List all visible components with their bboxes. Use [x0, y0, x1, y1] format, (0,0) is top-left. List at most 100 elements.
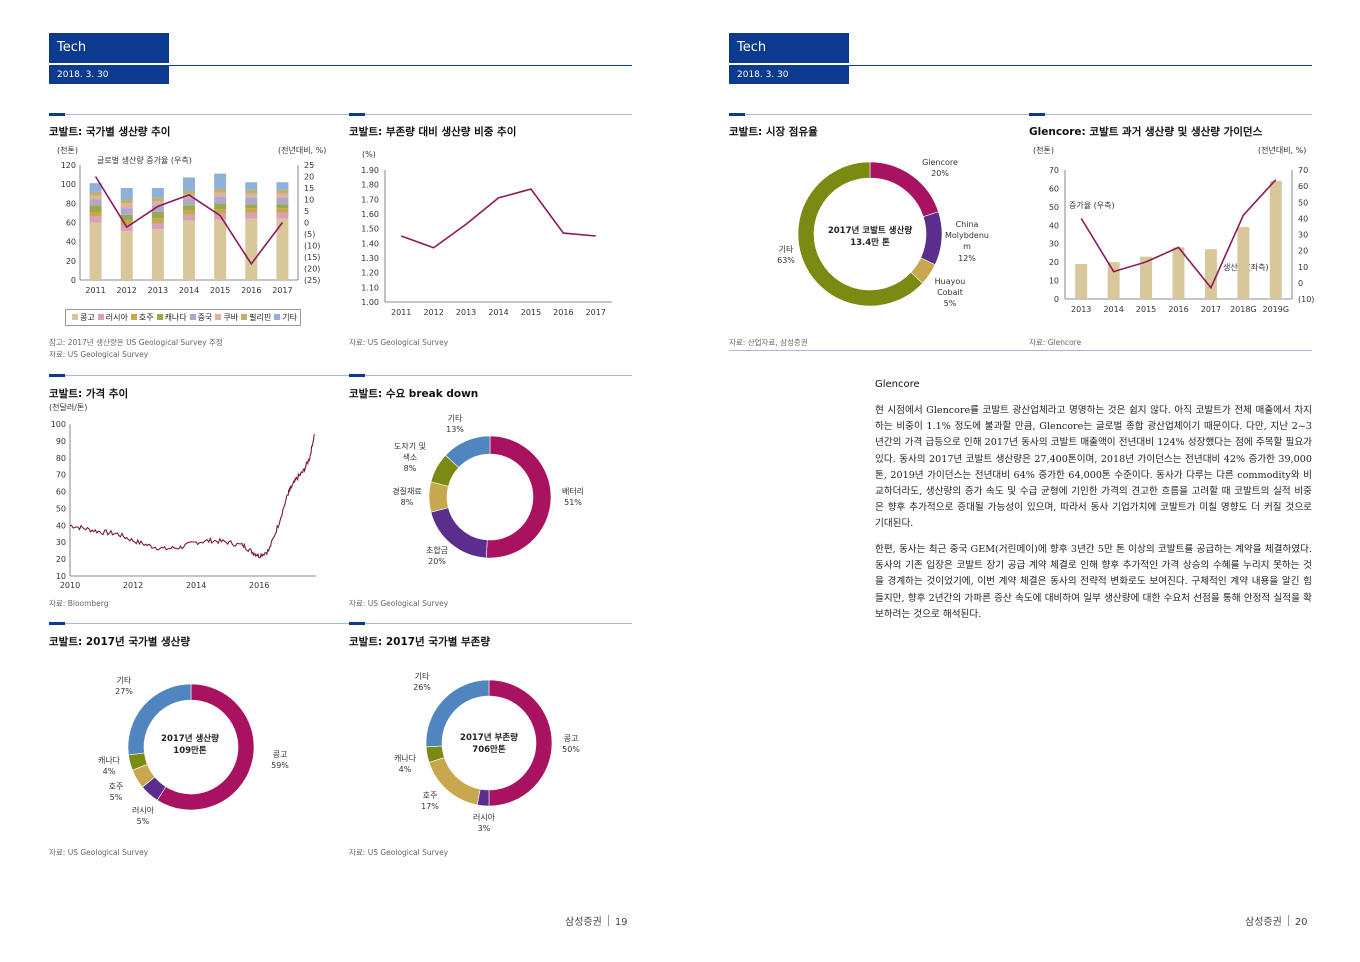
ratio-line [400, 188, 596, 249]
slice-label-huayou: Huayou Cobalt 5% [928, 276, 972, 310]
legend-swatch [130, 314, 137, 320]
legend-label: 중국 [197, 313, 213, 322]
y-tick-label: 0 [1054, 295, 1059, 304]
brand-name: 삼성증권 [1245, 917, 1282, 928]
y2-tick-label: (15) [304, 253, 320, 262]
divider [49, 623, 632, 624]
slice-label-canada: 캐나다 4% [390, 753, 420, 775]
axis-unit-left: (천톤) [1033, 146, 1054, 155]
bar-기타 [120, 188, 133, 200]
y2-tick-label: 20 [1298, 247, 1308, 256]
bar-콩고 [183, 220, 195, 280]
legend-label: 러시아 [105, 313, 128, 322]
article-paragraph-2: 한편, 동사는 최근 중국 GEM(거린메이)에 향후 3년간 5만 톤 이상의… [875, 544, 1312, 620]
slice-label-other: 기타 13% [440, 413, 470, 435]
label-name: 캐나다 [97, 756, 121, 765]
bar-호주 [183, 210, 195, 215]
y-tick-label: 70 [56, 471, 66, 480]
y-tick-label: 1.20 [361, 269, 379, 278]
donut-center: 2017년 생산량 109만톤 [150, 734, 230, 758]
legend-swatch [241, 314, 248, 320]
divider-mark [49, 622, 65, 625]
bar-호주 [214, 209, 227, 214]
bar-중국 [214, 196, 227, 204]
center-line: 2017년 생산량 [161, 734, 219, 744]
x-tick-label: 2017 [272, 286, 292, 295]
x-tick-label: 2011 [391, 308, 411, 317]
y2-tick-label: 10 [304, 196, 314, 205]
bar-필리핀 [151, 197, 164, 202]
bar-캐나다 [245, 204, 258, 209]
label-name: 초합금 [425, 546, 449, 555]
label-value: 8% [400, 498, 414, 508]
y-tick-label: 20 [1049, 258, 1059, 267]
slice-label-canada: 캐나다 4% [94, 755, 124, 777]
slice-label-battery: 배터리 51% [556, 486, 590, 508]
chart-title: 코발트: 2017년 국가별 부존량 [349, 636, 490, 648]
legend-label: 기타 [282, 313, 297, 322]
label-name: Cobalt [937, 288, 963, 298]
price-line [70, 433, 315, 559]
label-value: 51% [564, 498, 582, 508]
chart-title: 코발트: 국가별 생산량 추이 [49, 126, 171, 138]
y-tick-label: 20 [66, 257, 76, 266]
bar-호주 [120, 220, 133, 226]
label-name: 콩고 [272, 750, 288, 759]
y-tick-label: 40 [66, 238, 76, 247]
page-footer: 삼성증권 20 [1245, 913, 1308, 928]
label-name: 기타 [447, 414, 463, 423]
legend-label: 콩고 [80, 313, 95, 322]
y-tick-label: 40 [1049, 221, 1059, 230]
label-value: 12% [958, 253, 976, 263]
y2-tick-label: 20 [304, 173, 314, 182]
label-value: 8% [403, 464, 417, 474]
chart-source: 자료: US Geological Survey [349, 599, 449, 608]
bar-캐나다 [120, 214, 133, 221]
x-tick-label: 2016 [1168, 305, 1188, 314]
y2-tick-label: 25 [304, 161, 314, 170]
y-tick-label: 100 [51, 420, 66, 429]
x-tick-label: 2014 [179, 286, 199, 295]
legend-swatch [156, 314, 163, 320]
page-footer: 삼성증권 19 [565, 913, 628, 928]
bar-중국 [276, 197, 289, 205]
bar-호주 [151, 218, 164, 224]
divider-mark [349, 113, 365, 116]
bar-캐나다 [214, 203, 227, 210]
bar-기타 [151, 188, 164, 198]
bar-콩고 [120, 231, 133, 280]
growth-line [94, 176, 284, 266]
y2-tick-label: 40 [1298, 214, 1308, 223]
y2-tick-label: 60 [1298, 182, 1308, 191]
x-tick-label: 2014 [1103, 305, 1123, 314]
bar-콩고 [245, 218, 258, 280]
x-tick-label: 2016 [249, 581, 269, 590]
slice-label-ceramic: 도자기 및 색소 8% [388, 441, 432, 475]
label-value: 50% [562, 745, 580, 755]
chart-title: Glencore: 코발트 과거 생산량 및 생산량 가이던스 [1029, 126, 1263, 138]
bar-캐나다 [151, 211, 164, 219]
label-value: 13% [446, 425, 464, 435]
article-heading: Glencore [875, 379, 920, 390]
section-title: Tech [737, 40, 767, 55]
bar-콩고 [214, 219, 227, 280]
slice-label-alloy: 초합금 20% [420, 545, 454, 567]
article-paragraph-1: 현 시점에서 Glencore를 코발트 광산업체라고 명명하는 것은 쉽지 않… [875, 405, 1312, 530]
chart-source: 자료: US Geological Survey [349, 848, 449, 857]
page-right: Tech 2018. 3. 30 코발트: 시장 점유율 2017년 코발트 생… [680, 0, 1360, 962]
x-tick-label: 2012 [123, 581, 143, 590]
label-name: 캐나다 [393, 754, 417, 763]
center-line: 2017년 부존량 [460, 733, 518, 743]
axis-unit-left: (천톤) [57, 146, 78, 155]
bar-필리핀 [120, 199, 133, 204]
divider-mark [349, 622, 365, 625]
y2-tick-label: (10) [1298, 295, 1314, 304]
x-tick-label: 2017 [1201, 305, 1221, 314]
bar-쿠바 [245, 193, 258, 198]
chart-source: 자료: US Geological Survey [49, 848, 149, 857]
y-tick-label: 0 [71, 276, 76, 285]
bar-기타 [245, 182, 258, 190]
chart-title: 코발트: 수요 break down [349, 388, 479, 400]
market-share-slice-0 [869, 161, 939, 218]
y-tick-label: 1.60 [361, 210, 379, 219]
